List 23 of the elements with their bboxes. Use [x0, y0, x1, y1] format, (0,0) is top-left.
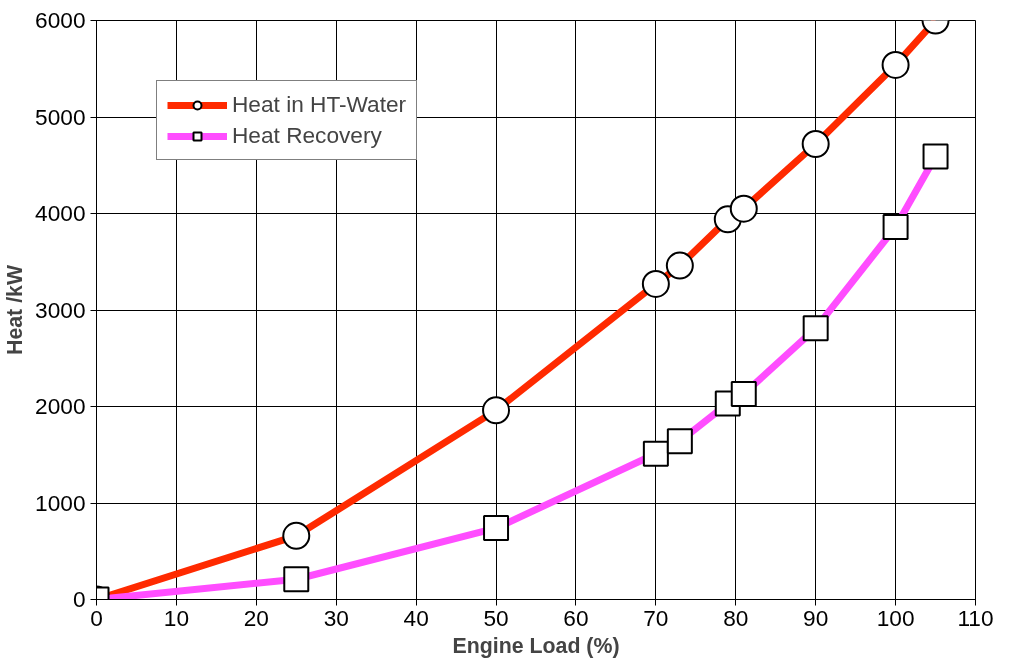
x-tick-label: 40	[403, 604, 429, 631]
x-tick-label: 50	[483, 604, 509, 631]
y-tick-label: 0	[72, 586, 86, 612]
x-tick-label: 10	[163, 604, 190, 631]
y-tick-label: 2000	[35, 393, 86, 419]
x-tick-label: 20	[243, 604, 269, 631]
x-tick-label: 110	[957, 604, 994, 631]
y-tick-label: 4000	[35, 200, 86, 226]
x-tick-label: 90	[803, 604, 829, 631]
legend-label: Heat in HT-Water	[232, 91, 407, 118]
x-tick-label: 60	[563, 604, 589, 631]
y-axis-title: Heat /kW	[3, 264, 28, 356]
legend-label: Heat Recovery	[232, 122, 382, 149]
y-tick-label: 6000	[35, 7, 86, 33]
y-tick-label: 1000	[35, 489, 86, 516]
y-tick-label: 3000	[35, 296, 86, 323]
x-tick-label: 100	[876, 604, 915, 631]
x-tick-label: 30	[323, 604, 349, 631]
x-tick-label: 0	[90, 604, 103, 631]
x-axis-title: Engine Load (%)	[452, 633, 620, 658]
y-tick-label: 5000	[35, 103, 86, 130]
x-tick-label: 70	[643, 604, 669, 631]
x-tick-label: 80	[723, 604, 749, 631]
